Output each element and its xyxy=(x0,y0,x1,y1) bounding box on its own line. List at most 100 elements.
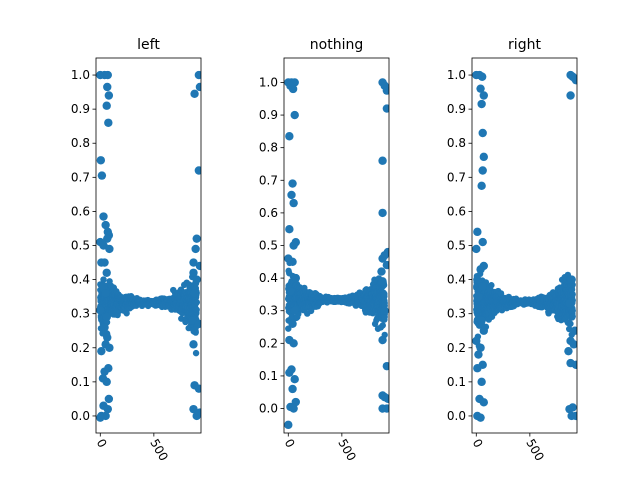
y-tick-label: 0.4 xyxy=(71,273,90,287)
data-point xyxy=(571,75,577,85)
subplot-title: right xyxy=(508,37,541,53)
data-point xyxy=(290,306,299,315)
data-point xyxy=(288,384,297,394)
data-point xyxy=(476,265,485,274)
x-tick-label: 500 xyxy=(523,437,547,464)
data-point xyxy=(288,84,298,94)
data-point xyxy=(103,82,112,92)
data-point xyxy=(382,361,389,371)
axes-frame xyxy=(471,57,578,434)
data-point xyxy=(479,152,488,162)
data-point xyxy=(123,310,130,317)
data-point xyxy=(569,340,577,349)
data-point xyxy=(472,244,481,254)
data-point xyxy=(289,241,298,250)
data-point xyxy=(571,411,577,421)
data-point xyxy=(383,394,389,403)
data-point xyxy=(472,336,481,346)
data-point xyxy=(99,212,108,221)
y-tick-label: 0.9 xyxy=(71,102,90,116)
data-point xyxy=(378,277,387,286)
data-point xyxy=(479,398,488,407)
data-point xyxy=(477,181,486,191)
data-point xyxy=(568,286,576,293)
data-point xyxy=(191,244,200,254)
y-tick-label: 0.7 xyxy=(71,170,90,184)
y-tick-label: 0.7 xyxy=(259,173,278,187)
data-point xyxy=(479,91,488,100)
data-point xyxy=(567,320,574,327)
subplot-right: 0.0 0.1 0.2 0.3 0.4 0.5 0.6 0.7 0.8 0.9 1.0 0 500 rig… xyxy=(447,37,578,464)
y-tick-label: 0.5 xyxy=(259,239,278,253)
y-tick-label: 0.0 xyxy=(71,409,90,423)
y-tick-label: 0.2 xyxy=(71,341,90,355)
data-point xyxy=(285,132,294,141)
subplot-nothing: 0.0 0.1 0.2 0.3 0.4 0.5 0.6 0.7 0.8 0.9 1.0 0 500 not… xyxy=(259,37,390,463)
data-point xyxy=(291,273,300,283)
y-tick-label: 0.8 xyxy=(71,136,90,150)
data-point xyxy=(291,397,300,407)
data-point xyxy=(102,377,111,387)
data-point xyxy=(382,86,389,95)
data-point xyxy=(97,171,107,180)
data-point xyxy=(477,99,486,109)
x-tick-label: 0 xyxy=(282,437,298,451)
outlier-points xyxy=(96,70,201,422)
y-tick-label: 0.5 xyxy=(447,239,466,253)
data-point xyxy=(378,335,387,345)
data-point xyxy=(190,326,199,335)
y-tick-label: 0.1 xyxy=(259,369,278,383)
data-point xyxy=(189,258,198,267)
data-point xyxy=(286,286,295,296)
data-point xyxy=(96,156,106,165)
data-point xyxy=(377,267,386,276)
data-point xyxy=(290,110,299,120)
data-point xyxy=(96,306,105,315)
data-point xyxy=(381,313,388,321)
data-point xyxy=(103,70,112,80)
data-point xyxy=(193,299,200,306)
data-point xyxy=(284,420,293,430)
data-point xyxy=(478,237,487,247)
x-tick-label: 0 xyxy=(94,437,110,451)
data-point xyxy=(194,384,201,393)
data-point xyxy=(192,275,201,284)
data-point xyxy=(569,313,576,320)
data-point xyxy=(189,340,198,349)
outlier-points xyxy=(284,78,389,430)
subplot-title: nothing xyxy=(310,37,363,53)
data-point xyxy=(105,343,114,352)
data-point xyxy=(476,84,485,93)
central-band xyxy=(473,270,576,350)
data-point xyxy=(105,244,114,254)
data-point xyxy=(195,82,201,92)
data-point xyxy=(100,276,107,283)
data-point xyxy=(569,291,576,298)
data-point xyxy=(192,349,200,357)
data-point xyxy=(565,299,574,308)
data-point xyxy=(285,225,294,234)
x-tick-label: 500 xyxy=(147,437,171,464)
data-point xyxy=(288,319,297,328)
y-tick-label: 0.3 xyxy=(259,304,278,318)
data-point xyxy=(104,394,114,404)
data-point xyxy=(100,258,109,267)
data-point xyxy=(380,306,389,315)
data-point xyxy=(102,101,111,110)
data-point xyxy=(103,333,112,342)
data-point xyxy=(288,257,297,266)
data-point xyxy=(571,360,577,370)
y-tick-label: 0.4 xyxy=(259,271,278,285)
data-point xyxy=(290,375,299,384)
x-tick-label: 0 xyxy=(470,437,486,451)
data-point xyxy=(476,413,485,422)
y-tick-label: 0.0 xyxy=(259,402,278,416)
data-point xyxy=(287,190,296,200)
data-point xyxy=(478,128,487,138)
y-tick-label: 0.9 xyxy=(447,102,466,116)
data-point xyxy=(194,319,201,329)
data-point xyxy=(566,91,575,100)
data-point xyxy=(104,91,114,100)
data-point xyxy=(103,234,112,243)
data-point xyxy=(101,220,110,230)
